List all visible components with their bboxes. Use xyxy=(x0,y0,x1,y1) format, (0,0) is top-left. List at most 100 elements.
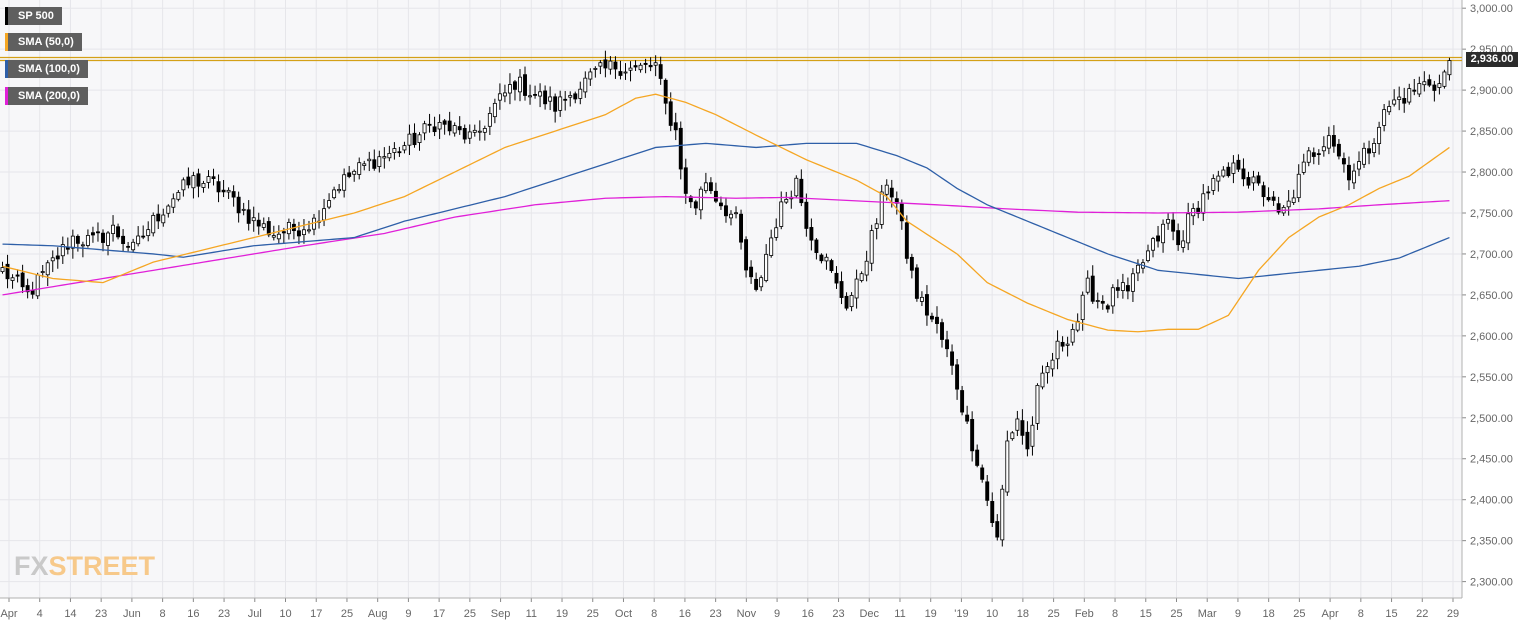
candle-up xyxy=(201,183,206,188)
x-tick-label: 18 xyxy=(1017,608,1029,620)
candle-up xyxy=(1085,277,1090,293)
candle-up xyxy=(1286,200,1291,208)
legend-label: SMA (100,0) xyxy=(18,63,80,75)
candle-up xyxy=(301,229,306,236)
candle-down xyxy=(20,272,25,288)
candle-up xyxy=(879,191,884,225)
x-tick-label: Apr xyxy=(1322,608,1339,620)
candle-down xyxy=(683,167,688,194)
x-tick-label: 10 xyxy=(986,608,998,620)
candle-up xyxy=(653,62,658,66)
x-tick-label: 17 xyxy=(310,608,322,620)
candle-up xyxy=(1442,71,1447,87)
x-tick-label: Aug xyxy=(368,608,388,620)
x-tick-label: Jul xyxy=(248,608,262,620)
candle-up xyxy=(241,208,246,211)
candle-up xyxy=(1326,135,1331,149)
candle-down xyxy=(945,339,949,350)
candle-up xyxy=(1201,193,1206,214)
candle-up xyxy=(854,278,859,299)
candle-down xyxy=(713,190,718,202)
candle-up xyxy=(151,215,156,234)
candle-down xyxy=(935,316,939,324)
candle-up xyxy=(322,208,327,221)
candle-up xyxy=(407,133,412,146)
y-tick-label: 2,850.00 xyxy=(1470,126,1513,138)
candle-down xyxy=(1331,135,1336,147)
candle-up xyxy=(1417,83,1422,95)
candle-down xyxy=(256,219,261,227)
y-tick-label: 2,450.00 xyxy=(1470,454,1513,466)
x-tick-label: 19 xyxy=(925,608,937,620)
x-tick-label: 9 xyxy=(1235,608,1241,620)
candle-down xyxy=(1025,431,1030,450)
candle-up xyxy=(271,235,276,238)
candle-up xyxy=(392,148,397,153)
logo-part: FX xyxy=(14,551,49,581)
candle-up xyxy=(10,277,15,281)
candle-down xyxy=(96,231,100,234)
candle-down xyxy=(1246,177,1251,186)
candle-up xyxy=(1035,385,1040,424)
x-tick-label: 25 xyxy=(1170,608,1182,620)
x-tick-label: Mar xyxy=(1198,608,1217,620)
candle-up xyxy=(1005,440,1010,493)
legend-sp500: SP 500 xyxy=(5,7,62,25)
candle-down xyxy=(970,419,975,452)
candle-up xyxy=(307,229,311,232)
legend-sma200: SMA (200,0) xyxy=(5,87,88,105)
candle-down xyxy=(739,213,744,243)
candle-down xyxy=(1341,158,1346,165)
candle-down xyxy=(563,98,568,101)
candle-down xyxy=(523,74,527,96)
candle-up xyxy=(769,237,774,256)
candle-down xyxy=(909,256,914,271)
candle-down xyxy=(930,315,934,320)
candle-down xyxy=(839,281,844,298)
candle-up xyxy=(327,200,332,208)
x-tick-label: 25 xyxy=(464,608,476,620)
legend-sma50: SMA (50,0) xyxy=(5,33,82,51)
y-tick-label: 2,400.00 xyxy=(1470,495,1513,507)
candle-down xyxy=(432,126,437,133)
x-tick-label: 15 xyxy=(1140,608,1152,620)
candle-up xyxy=(1377,126,1382,144)
x-tick-label: Nov xyxy=(737,608,757,620)
candle-down xyxy=(543,90,548,105)
candle-down xyxy=(412,132,417,146)
candle-up xyxy=(859,273,864,281)
candle-up xyxy=(402,145,407,151)
candle-up xyxy=(206,176,211,183)
candle-down xyxy=(899,203,904,222)
candle-down xyxy=(1311,152,1316,157)
candle-down xyxy=(990,501,995,524)
candle-up xyxy=(191,175,196,189)
candle-down xyxy=(960,390,965,413)
candle-up xyxy=(729,213,733,219)
candle-up xyxy=(628,67,633,71)
candle-down xyxy=(914,267,919,299)
candle-up xyxy=(362,163,367,166)
candle-down xyxy=(216,181,221,193)
candle-up xyxy=(1387,106,1392,113)
candle-up xyxy=(1437,83,1442,88)
candle-up xyxy=(1231,162,1236,174)
candle-up xyxy=(869,230,874,264)
candle-down xyxy=(814,239,819,253)
candle-up xyxy=(80,244,85,247)
candle-down xyxy=(266,221,271,236)
x-tick-label: Oct xyxy=(615,608,632,620)
candle-down xyxy=(924,294,929,316)
candle-up xyxy=(1181,240,1186,248)
candle-up xyxy=(1357,161,1361,170)
candle-up xyxy=(482,128,487,133)
x-tick-label: 16 xyxy=(679,608,691,620)
plot-area xyxy=(0,0,1462,598)
candle-down xyxy=(613,61,618,70)
candle-down xyxy=(1020,420,1025,436)
fxstreet-logo: FXSTREET xyxy=(14,551,155,582)
x-tick-label: 23 xyxy=(710,608,722,620)
candle-down xyxy=(447,120,452,132)
candle-down xyxy=(1427,79,1432,86)
candle-down xyxy=(1367,148,1372,154)
